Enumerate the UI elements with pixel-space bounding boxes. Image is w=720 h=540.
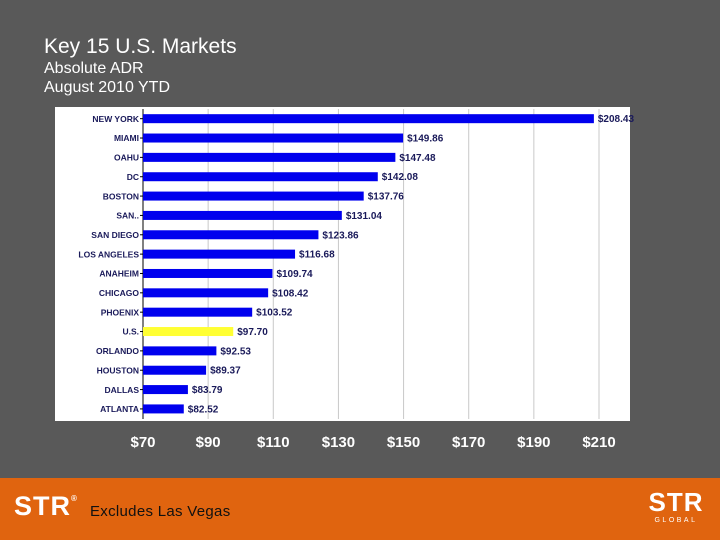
category-label-boston: BOSTON	[103, 191, 139, 201]
value-label-dc: $142.08	[382, 172, 419, 183]
xtick-label-110: $110	[257, 434, 290, 451]
category-label-dallas: DALLAS	[105, 385, 140, 395]
value-label-chicago: $108.42	[272, 288, 309, 299]
chart-title: Key 15 U.S. Markets	[44, 35, 237, 58]
str-global-logo-sub: GLOBAL	[654, 517, 698, 524]
bar-houston	[143, 365, 207, 375]
xtick-label-170: $170	[452, 434, 485, 451]
bar-anaheim	[143, 268, 273, 278]
value-label-u-s: $97.70	[237, 327, 268, 338]
str-global-logo-main: STR	[648, 487, 704, 517]
bar-oahu	[143, 152, 396, 162]
value-label-miami: $149.86	[407, 134, 444, 145]
value-label-houston: $89.37	[210, 366, 241, 377]
chart-area: NEW YORK $208.43 MIAMI $149.86 OAHU $147.48 DC…	[55, 107, 667, 459]
category-label-houston: HOUSTON	[97, 365, 139, 375]
bar-boston	[143, 191, 364, 201]
category-label-san: SAN..	[116, 211, 139, 221]
value-label-orlando: $92.53	[220, 346, 251, 357]
chart-subtitle-period: August 2010 YTD	[44, 79, 171, 96]
value-label-dallas: $83.79	[192, 385, 223, 396]
xtick-label-90: $90	[196, 434, 221, 451]
xtick-label-210: $210	[582, 434, 615, 451]
bar-atlanta	[143, 404, 184, 414]
category-label-orlando: ORLANDO	[96, 346, 139, 356]
value-label-san: $131.04	[346, 211, 383, 222]
str-global-logo: STR GLOBAL	[646, 488, 706, 532]
footer-bar: STR® Excludes Las Vegas STR GLOBAL	[0, 478, 720, 540]
bar-new-york	[143, 114, 594, 124]
category-label-dc: DC	[127, 172, 139, 182]
bar-orlando	[143, 346, 217, 356]
value-label-boston: $137.76	[368, 192, 405, 203]
bar-miami	[143, 133, 404, 143]
xtick-label-130: $130	[322, 434, 355, 451]
bar-dc	[143, 172, 378, 182]
footer-note: Excludes Las Vegas	[90, 503, 231, 520]
category-label-u-s: U.S.	[122, 327, 139, 337]
title-block: Key 15 U.S. Markets Absolute ADR August …	[44, 34, 237, 97]
bar-chart: NEW YORK $208.43 MIAMI $149.86 OAHU $147.48 DC…	[55, 107, 635, 451]
bar-chicago	[143, 288, 269, 298]
bar-u-s	[143, 327, 234, 337]
str-logo: STR®	[14, 491, 78, 521]
category-label-new-york: NEW YORK	[92, 114, 139, 124]
value-label-oahu: $147.48	[399, 153, 436, 164]
value-label-san-diego: $123.86	[322, 230, 359, 241]
bar-phoenix	[143, 307, 253, 317]
category-label-los-angeles: LOS ANGELES	[78, 249, 139, 259]
category-label-oahu: OAHU	[114, 153, 139, 163]
bar-san	[143, 210, 342, 220]
category-label-san-diego: SAN DIEGO	[91, 230, 139, 240]
bar-los-angeles	[143, 249, 296, 259]
category-label-miami: MIAMI	[114, 133, 139, 143]
category-label-atlanta: ATLANTA	[100, 404, 139, 414]
value-label-los-angeles: $116.68	[299, 250, 335, 261]
value-label-new-york: $208.43	[598, 114, 635, 125]
category-label-chicago: CHICAGO	[99, 288, 140, 298]
bar-san-diego	[143, 230, 319, 240]
value-label-anaheim: $109.74	[276, 269, 313, 280]
value-label-atlanta: $82.52	[188, 404, 219, 415]
category-label-anaheim: ANAHEIM	[99, 269, 139, 279]
value-label-phoenix: $103.52	[256, 308, 293, 319]
str-logo-text: STR	[14, 491, 71, 521]
bar-dallas	[143, 385, 188, 395]
xtick-label-70: $70	[130, 434, 155, 451]
category-label-phoenix: PHOENIX	[101, 307, 140, 317]
xtick-label-150: $150	[387, 434, 420, 451]
xtick-label-190: $190	[517, 434, 550, 451]
chart-subtitle-metric: Absolute ADR	[44, 60, 144, 77]
